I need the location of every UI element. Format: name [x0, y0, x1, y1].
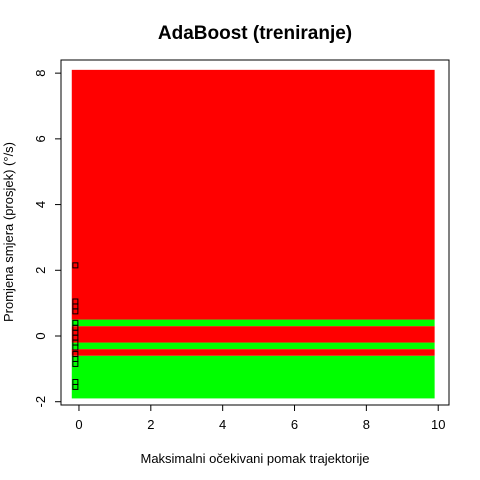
x-tick-label-0: 0 — [75, 417, 82, 432]
data-point-3 — [72, 308, 79, 315]
region-band-0 — [71, 355, 435, 399]
x-tick-label-2: 4 — [219, 417, 226, 432]
x-axis-label: Maksimalni očekivani pomak trajektorije — [140, 451, 369, 466]
y-tick-label-3: 4 — [33, 201, 48, 208]
chart-title: AdaBoost (treniranje) — [158, 23, 352, 44]
y-tick-label-1: 0 — [33, 332, 48, 339]
data-point-0 — [72, 262, 79, 269]
training-points — [72, 262, 79, 390]
region-band-3 — [71, 326, 435, 343]
data-point-9 — [72, 344, 79, 351]
x-axis: 0 2 4 6 8 10 — [75, 404, 445, 432]
y-tick-label-4: 6 — [33, 135, 48, 142]
region-band-4 — [71, 319, 435, 327]
y-tick-label-5: 8 — [33, 70, 48, 77]
region-band-5 — [71, 69, 435, 320]
x-tick-label-4: 8 — [363, 417, 370, 432]
y-axis: -2 0 2 4 6 8 — [33, 70, 62, 408]
y-axis-label: Promjena smjera (prosjek) (°/s) — [1, 142, 16, 322]
data-point-12 — [72, 360, 79, 367]
x-tick-label-3: 6 — [291, 417, 298, 432]
y-tick-label-2: 2 — [33, 267, 48, 274]
x-tick-label-1: 2 — [147, 417, 154, 432]
data-point-14 — [72, 383, 79, 390]
region-band-2 — [71, 342, 435, 350]
region-band-1 — [71, 349, 435, 356]
y-tick-label-0: -2 — [33, 396, 48, 408]
x-tick-label-5: 10 — [431, 417, 445, 432]
decision-regions — [71, 69, 435, 399]
